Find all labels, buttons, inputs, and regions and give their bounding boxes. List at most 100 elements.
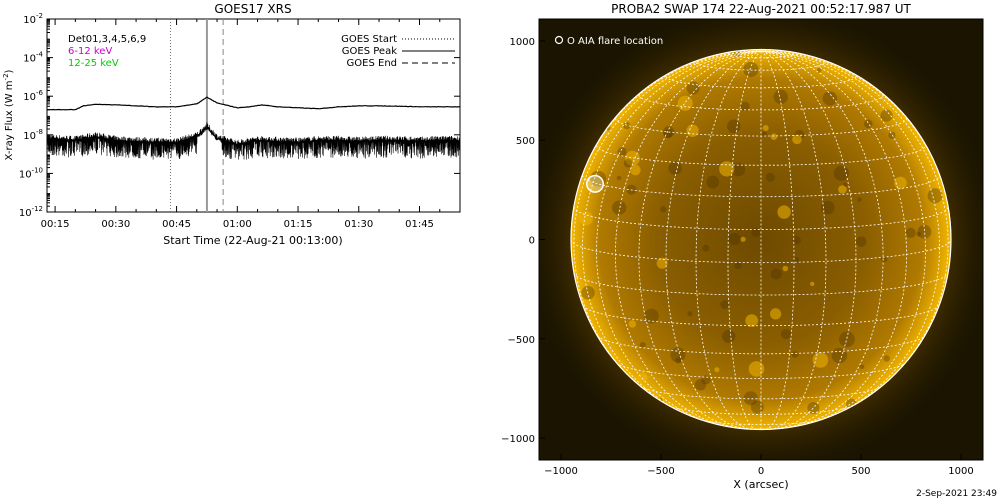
disk-texture-blob xyxy=(731,162,746,177)
disk-texture-blob xyxy=(791,351,799,358)
disk-texture-blob xyxy=(894,176,907,190)
swap-map-legend-label: O AIA flare location xyxy=(567,36,663,47)
disk-texture-blob xyxy=(770,308,782,320)
disk-texture-blob xyxy=(880,255,888,263)
goes-x-tick-label: 01:30 xyxy=(344,219,373,230)
disk-texture-blob xyxy=(888,131,896,139)
disk-texture-blob xyxy=(833,165,849,181)
disk-texture-blob xyxy=(639,342,646,349)
goes-band-low-annotation: 6-12 keV xyxy=(68,46,112,57)
disk-texture-blob xyxy=(714,367,720,373)
disk-texture-blob xyxy=(660,206,667,213)
map-x-tick-label: −1000 xyxy=(544,466,578,477)
disk-texture-blob xyxy=(694,379,707,391)
map-y-tick-label: −500 xyxy=(508,335,535,346)
disk-texture-blob xyxy=(590,170,607,187)
disk-texture-blob xyxy=(706,175,720,189)
disk-texture-blob xyxy=(644,308,659,324)
longitude-grid-line xyxy=(665,50,762,430)
disk-texture-blob xyxy=(792,257,800,264)
disk-texture-blob xyxy=(810,281,815,287)
disk-texture-blob xyxy=(670,347,686,363)
disk-texture-blob xyxy=(743,391,758,406)
longitude-grid-line xyxy=(596,50,762,426)
disk-texture-blob xyxy=(734,262,742,270)
disk-texture-blob xyxy=(722,329,736,344)
disk-texture-blob xyxy=(750,400,764,414)
goes-short-series-mean xyxy=(47,126,459,145)
latitude-grid-line xyxy=(668,405,854,415)
disk-texture-blob xyxy=(864,119,873,129)
disk-texture-blob xyxy=(745,314,759,327)
goes-y-tick-label: 10-10 xyxy=(19,166,43,180)
disk-texture-blob xyxy=(916,231,921,237)
disk-texture-blob xyxy=(748,361,765,377)
goes-y-tick-label: 10-12 xyxy=(19,205,43,219)
disk-texture-blob xyxy=(719,161,735,177)
goes-y-axis-label-close: ) xyxy=(4,69,15,73)
map-x-tick-label: 0 xyxy=(758,466,764,477)
goes-y-tick-label: 10-2 xyxy=(23,12,43,26)
aia-flare-location-marker xyxy=(586,174,604,193)
map-x-tick-label: 500 xyxy=(851,466,870,477)
disk-texture-blob xyxy=(857,197,862,202)
disk-texture-blob xyxy=(625,150,640,166)
goes-x-axis-label: Start Time (22-Aug-21 00:13:00) xyxy=(163,234,342,247)
disk-texture-blob xyxy=(839,331,855,348)
map-x-tick-label: −500 xyxy=(647,466,674,477)
goes-x-tick-label: 00:45 xyxy=(162,219,191,230)
swap-map: PROBA2 SWAP 174 22-Aug-2021 00:52:17.987… xyxy=(501,2,984,491)
disk-texture-blob xyxy=(656,257,668,269)
disk-texture-blob xyxy=(859,364,865,370)
goes-x-tick-label: 01:45 xyxy=(405,219,434,230)
latitude-grid-line xyxy=(582,305,940,327)
disk-texture-blob xyxy=(838,185,847,194)
disk-texture-blob xyxy=(630,164,641,176)
disk-texture-blob xyxy=(637,372,648,383)
goes-legend-start-label: GOES Start xyxy=(341,34,397,45)
goes-x-tick-label: 01:00 xyxy=(223,219,252,230)
disk-texture-blob xyxy=(675,357,682,364)
disk-texture-blob xyxy=(761,131,767,137)
longitude-grid-line xyxy=(695,50,762,430)
disk-texture-blob xyxy=(726,119,741,134)
disk-texture-blob xyxy=(822,91,838,106)
disk-texture-blob xyxy=(831,347,848,364)
disk-texture-blob xyxy=(856,236,867,247)
longitude-grid-line xyxy=(727,50,762,430)
disk-texture-blob xyxy=(762,125,769,131)
disk-texture-blob xyxy=(777,205,791,219)
goes-y-tick-label: 10-6 xyxy=(23,89,43,103)
goes-x-tick-label: 00:30 xyxy=(101,219,130,230)
longitude-grid-line xyxy=(760,50,926,426)
disk-texture-blob xyxy=(623,158,633,168)
goes-y-axis-label-main: X-ray Flux (W m xyxy=(4,80,15,160)
map-y-tick-label: 500 xyxy=(516,136,535,147)
goes-short-series-line xyxy=(47,122,460,160)
goes-y-tick-label: 10-4 xyxy=(23,51,43,65)
disk-texture-blob xyxy=(905,227,916,238)
disk-texture-blob xyxy=(770,133,778,140)
longitude-grid-line xyxy=(760,50,795,430)
disk-texture-blob xyxy=(668,161,682,175)
disk-texture-blob xyxy=(740,101,750,112)
latitude-grid-line xyxy=(597,335,925,355)
goes-chart-title: GOES17 XRS xyxy=(214,2,291,16)
disk-texture-blob xyxy=(617,147,627,157)
latitude-grid-line xyxy=(638,95,884,111)
disk-texture-blob xyxy=(807,402,820,414)
disk-texture-blob xyxy=(743,61,759,78)
disk-texture-blob xyxy=(765,172,775,182)
disk-texture-blob xyxy=(702,244,710,252)
disk-texture-blob xyxy=(780,328,792,340)
goes-chart: GOES17 XRS 00:15 00:30 00:45 01:00 01:15 01:3… xyxy=(2,2,461,247)
goes-y-tick-label: 10-8 xyxy=(23,128,43,142)
disk-texture-blob xyxy=(782,265,789,272)
goes-long-series-line xyxy=(47,96,460,111)
goes-y-axis-label: X-ray Flux (W m-2) xyxy=(2,69,15,160)
latitude-grid-line xyxy=(727,53,795,59)
disk-texture-blob xyxy=(773,89,788,105)
disk-texture-blob xyxy=(643,375,648,380)
disk-texture-blob xyxy=(612,200,627,215)
disk-texture-blob xyxy=(728,232,741,246)
